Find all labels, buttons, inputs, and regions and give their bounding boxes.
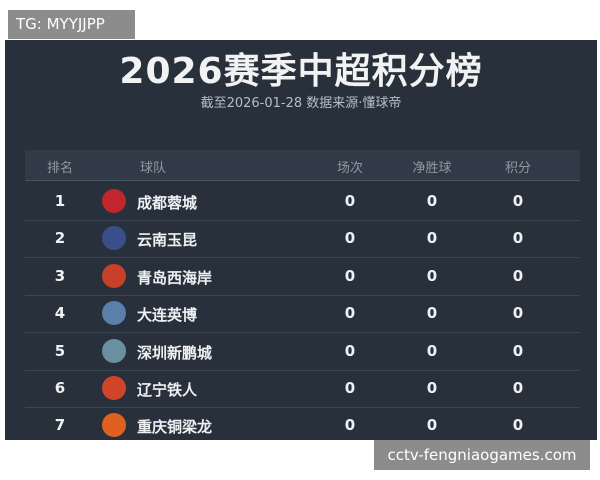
table-cell: 0	[344, 341, 356, 360]
table-cell: 4	[54, 304, 66, 323]
table-cell: 6	[54, 379, 66, 397]
table-cell: 0	[426, 266, 438, 285]
table-cell: 0	[512, 192, 524, 210]
table-row: 3 青岛西海岸 0 0 0	[25, 258, 580, 296]
title: 2026赛季中超积分榜	[119, 51, 483, 92]
team-name: 深圳新鹏城	[137, 343, 213, 362]
table-cell: 0	[426, 341, 438, 360]
team-logo	[102, 189, 126, 213]
table-cell: 0	[512, 341, 524, 360]
table-header: 排名 球队 场次 净胜球 积分	[25, 150, 580, 181]
table-cell: 0	[512, 266, 524, 285]
table-row: 5 深圳新鹏城 0 0 0	[25, 333, 580, 371]
table-cell: 0	[426, 304, 438, 323]
team-logo	[102, 301, 126, 326]
table-cell: 1	[54, 192, 66, 210]
table-cell: 0	[512, 416, 524, 435]
table-cell: 0	[426, 416, 438, 435]
subtitle: 截至2026-01-28 数据来源·懂球帝	[200, 96, 402, 111]
watermark: TG: MYYJJPP	[8, 10, 135, 39]
table-cell: 0	[512, 229, 524, 248]
watermark: cctv-fengniaogames.com	[374, 440, 590, 470]
table-row: 6 辽宁铁人 0 0 0	[25, 370, 580, 408]
table-cell: 0	[344, 416, 356, 435]
team-name: 青岛西海岸	[137, 268, 213, 287]
table-row: 1 成都蓉城 0 0 0	[25, 183, 580, 221]
table-cell: 0	[426, 192, 438, 210]
table-cell: 0	[512, 304, 524, 323]
table-cell: 3	[54, 266, 66, 285]
table-cell: 5	[54, 341, 66, 360]
team-name: 辽宁铁人	[137, 381, 198, 399]
table-cell: 0	[344, 304, 356, 323]
table-cell: 7	[54, 416, 66, 435]
table-cell: 0	[344, 229, 356, 248]
team-name: 成都蓉城	[137, 194, 198, 212]
table-cell: 2	[54, 229, 66, 248]
team-logo	[102, 338, 126, 363]
column-header: 积分	[504, 161, 531, 176]
column-header: 排名	[46, 161, 73, 176]
column-header: 场次	[336, 161, 363, 176]
table-row: 2 云南玉昆 0 0 0	[25, 220, 580, 259]
team-name: 云南玉昆	[137, 231, 198, 250]
team-name: 大连英博	[137, 306, 198, 325]
table-cell: 0	[426, 229, 438, 248]
team-logo	[102, 413, 126, 438]
table-cell: 0	[426, 379, 438, 397]
column-header: 净胜球	[412, 161, 452, 176]
table-row: 4 大连英博 0 0 0	[25, 295, 580, 334]
table-row: 7 重庆铜梁龙 0 0 0	[25, 407, 580, 440]
standings-panel: 2026赛季中超积分榜 截至2026-01-28 数据来源·懂球帝 排名 球队 场次…	[5, 40, 597, 440]
table-cell: 0	[344, 266, 356, 285]
team-logo	[102, 263, 126, 288]
team-logo	[102, 226, 126, 251]
table-cell: 0	[344, 379, 356, 397]
table-cell: 0	[512, 379, 524, 397]
team-logo	[102, 376, 126, 400]
column-header: 球队	[140, 161, 167, 176]
table-cell: 0	[344, 192, 356, 210]
team-name: 重庆铜梁龙	[137, 418, 213, 437]
